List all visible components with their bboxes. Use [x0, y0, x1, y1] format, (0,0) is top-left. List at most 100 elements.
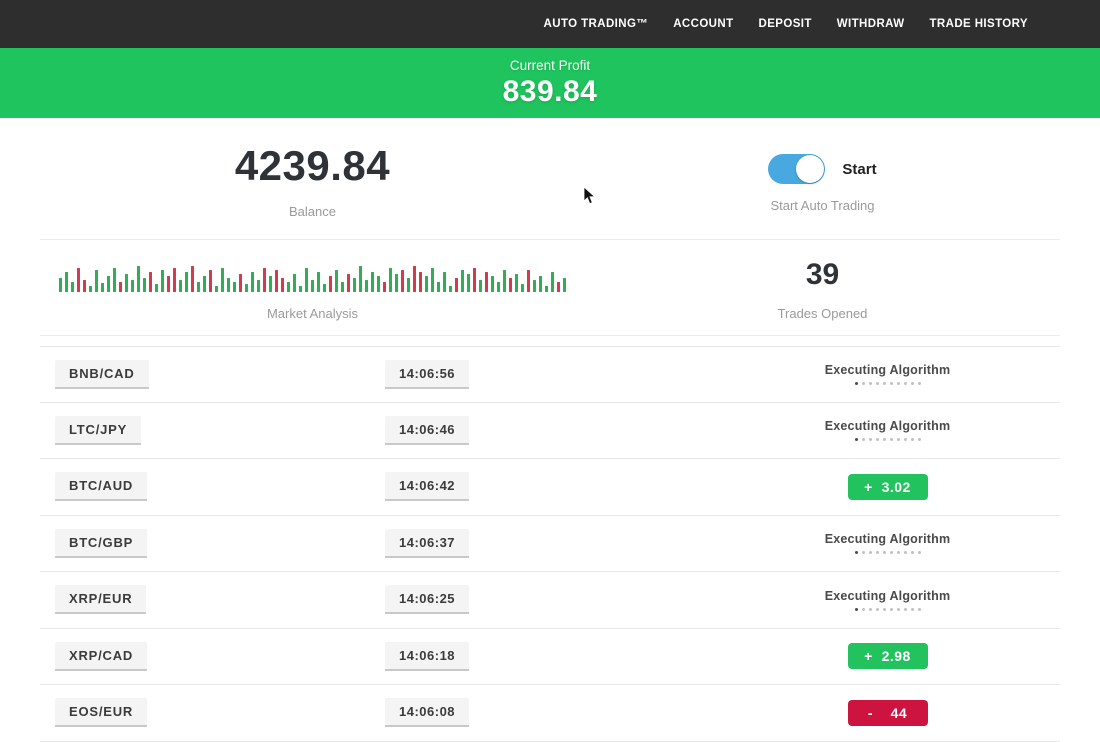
candle-bar — [257, 280, 260, 292]
trades-table: BNB/CAD 14:06:56 Executing Algorithm LTC/JP… — [40, 336, 1060, 742]
pair-chip: BTC/GBP — [55, 528, 148, 558]
candle-bar — [179, 280, 182, 292]
candle-bar — [65, 272, 68, 292]
progress-dot — [910, 607, 914, 611]
candle-bar — [317, 272, 320, 292]
candle-bar — [509, 278, 512, 292]
candle-bar — [125, 274, 128, 292]
progress-dot — [875, 551, 879, 555]
progress-dot — [917, 438, 921, 442]
current-profit-banner: Current Profit 839.84 — [0, 48, 1100, 118]
progress-dot — [875, 382, 879, 386]
candle-bar — [101, 283, 104, 292]
candle-bar — [89, 286, 92, 292]
candle-bar — [131, 280, 134, 292]
candle-bar — [497, 282, 500, 292]
candle-bar — [353, 278, 356, 292]
candle-bar — [173, 268, 176, 292]
trade-row: XRP/CAD 14:06:18 + 2.98 — [40, 629, 1060, 685]
candle-bar — [95, 270, 98, 292]
candle-bar — [329, 276, 332, 292]
candle-bar — [341, 282, 344, 292]
progress-dot — [889, 382, 893, 386]
pair-chip: XRP/CAD — [55, 641, 148, 671]
candle-bar — [143, 278, 146, 292]
progress-dot — [917, 551, 921, 555]
candle-bar — [311, 280, 314, 292]
candle-bar — [431, 268, 434, 292]
progress-dot — [875, 607, 879, 611]
top-nav: AUTO TRADING™ ACCOUNT DEPOSIT WITHDRAW TRADE… — [0, 0, 1100, 48]
nav-item-auto-trading[interactable]: AUTO TRADING™ — [543, 18, 649, 30]
trade-time-chip: 14:06:18 — [385, 641, 470, 671]
candle-bar — [251, 272, 254, 292]
nav-item-trade-history[interactable]: TRADE HISTORY — [929, 18, 1028, 30]
candle-bar — [335, 270, 338, 292]
current-profit-value: 839.84 — [502, 75, 598, 108]
progress-dot — [882, 551, 886, 555]
candle-bar — [467, 274, 470, 292]
candle-bar — [365, 280, 368, 292]
progress-dot — [903, 607, 907, 611]
executing-algorithm-label: Executing Algorithm — [824, 419, 951, 434]
candle-bar — [209, 270, 212, 292]
progress-dot — [854, 382, 858, 386]
trade-time-chip: 14:06:25 — [385, 585, 470, 615]
candle-bar — [533, 280, 536, 292]
market-analysis-chart — [59, 258, 566, 292]
candle-bar — [59, 278, 62, 292]
progress-dot — [896, 607, 900, 611]
candle-bar — [155, 284, 158, 292]
progress-dot — [903, 382, 907, 386]
candle-bar — [551, 272, 554, 292]
loss-badge: - 44 — [847, 699, 928, 726]
candle-bar — [221, 268, 224, 292]
progress-dot — [868, 382, 872, 386]
nav-item-account[interactable]: ACCOUNT — [673, 18, 734, 30]
candle-bar — [359, 266, 362, 292]
market-section: Market Analysis 39 Trades Opened — [40, 240, 1060, 336]
executing-algorithm-label: Executing Algorithm — [824, 588, 951, 603]
candle-bar — [443, 272, 446, 292]
progress-dot — [910, 438, 914, 442]
toggle-start-label: Start — [842, 160, 877, 178]
progress-dot — [868, 607, 872, 611]
candle-bar — [389, 268, 392, 292]
candle-bar — [215, 286, 218, 292]
candle-bar — [347, 274, 350, 292]
candle-bar — [527, 270, 530, 292]
candle-bar — [167, 276, 170, 292]
balance-label: Balance — [289, 204, 336, 219]
progress-dot — [882, 382, 886, 386]
candle-bar — [425, 276, 428, 292]
candle-bar — [281, 278, 284, 292]
auto-trading-toggle[interactable] — [768, 154, 826, 184]
candle-bar — [407, 278, 410, 292]
candle-bar — [521, 284, 524, 292]
candle-bar — [455, 278, 458, 292]
executing-algorithm-label: Executing Algorithm — [824, 363, 951, 378]
candle-bar — [293, 274, 296, 292]
trade-row: BNB/CAD 14:06:56 Executing Algorithm — [40, 346, 1060, 403]
trade-time-chip: 14:06:42 — [385, 472, 470, 502]
pair-chip: BTC/AUD — [55, 472, 148, 502]
trade-row: EOS/EUR 14:06:08 - 44 — [40, 685, 1060, 742]
balance-section: 4239.84 Balance Start Start Auto Trading — [40, 118, 1060, 240]
trade-row: LTC/JPY 14:06:46 Executing Algorithm — [40, 403, 1060, 459]
start-auto-trading-caption: Start Auto Trading — [770, 198, 875, 213]
candle-bar — [269, 276, 272, 292]
candle-bar — [557, 282, 560, 292]
progress-dot — [868, 551, 872, 555]
candle-bar — [413, 266, 416, 292]
progress-dot — [854, 607, 858, 611]
nav-item-deposit[interactable]: DEPOSIT — [758, 18, 812, 30]
candle-bar — [137, 266, 140, 292]
candle-bar — [197, 282, 200, 292]
progress-dot — [861, 438, 865, 442]
progress-dot — [896, 438, 900, 442]
candle-bar — [203, 276, 206, 292]
candle-bar — [515, 274, 518, 292]
profit-badge: + 2.98 — [847, 643, 928, 670]
nav-item-withdraw[interactable]: WITHDRAW — [836, 18, 905, 30]
candle-bar — [305, 268, 308, 292]
